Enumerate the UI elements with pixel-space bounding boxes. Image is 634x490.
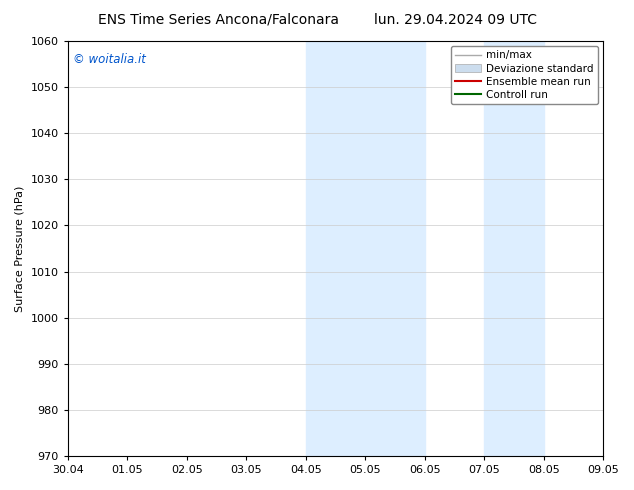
Bar	[484, 41, 543, 456]
Legend: min/max, Deviazione standard, Ensemble mean run, Controll run: min/max, Deviazione standard, Ensemble m…	[451, 46, 598, 104]
Bar	[306, 41, 425, 456]
Y-axis label: Surface Pressure (hPa): Surface Pressure (hPa)	[15, 185, 25, 312]
Text: ENS Time Series Ancona/Falconara        lun. 29.04.2024 09 UTC: ENS Time Series Ancona/Falconara lun. 29…	[98, 12, 536, 26]
Text: © woitalia.it: © woitalia.it	[73, 53, 146, 67]
